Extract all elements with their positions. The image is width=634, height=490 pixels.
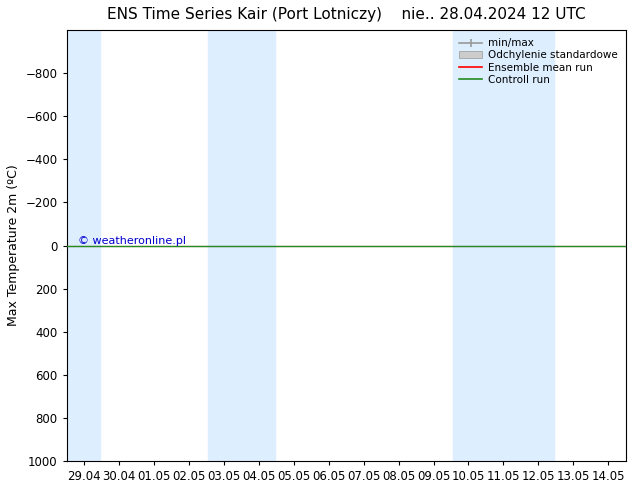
Bar xyxy=(208,30,275,461)
Bar xyxy=(453,30,554,461)
Legend: min/max, Odchylenie standardowe, Ensemble mean run, Controll run: min/max, Odchylenie standardowe, Ensembl… xyxy=(456,35,621,88)
Bar xyxy=(67,30,100,461)
Y-axis label: Max Temperature 2m (ºC): Max Temperature 2m (ºC) xyxy=(7,165,20,326)
Title: ENS Time Series Kair (Port Lotniczy)    nie.. 28.04.2024 12 UTC: ENS Time Series Kair (Port Lotniczy) nie… xyxy=(107,7,585,22)
Text: © weatheronline.pl: © weatheronline.pl xyxy=(78,236,186,245)
